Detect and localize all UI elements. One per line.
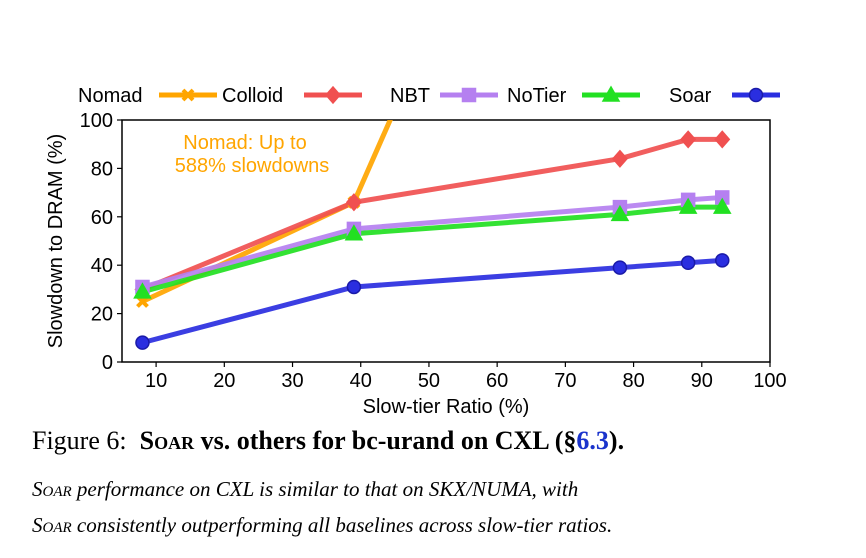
data-point-soar (612, 260, 628, 275)
caption-line3-soar: Soar (32, 513, 72, 537)
x-tick-label: 20 (213, 370, 235, 392)
legend-label-nomad: Nomad (78, 85, 142, 107)
legend-marker-nomad (181, 88, 195, 102)
data-point-notier (712, 197, 732, 214)
x-tick-label: 60 (486, 370, 508, 392)
figure-caption-title: Figure 6: Soar vs. others for bc-urand o… (32, 426, 624, 456)
legend-label-soar: Soar (669, 85, 712, 107)
caption-line2-text: performance on CXL is similar to that on… (71, 477, 579, 501)
y-tick-label: 80 (91, 158, 113, 180)
legend-label-colloid: Colloid (222, 85, 283, 107)
data-point-notier (678, 197, 698, 214)
y-tick-label: 40 (91, 255, 113, 277)
y-axis-label: Slowdown to DRAM (%) (45, 134, 67, 349)
data-point-soar (680, 255, 696, 271)
data-point-notier (610, 204, 630, 222)
axes: 10 20 30 40 50 60 70 80 90 100 0 20 40 60 80 100 (80, 110, 787, 392)
y-tick-label: 100 (80, 110, 113, 132)
x-tick-label: 90 (691, 370, 713, 392)
legend-marker-nomad-stroke (181, 88, 195, 102)
data-point-notier (133, 282, 152, 299)
x-tick-label: 40 (350, 370, 372, 392)
data-point-colloid (680, 130, 697, 149)
data-point-soar (715, 253, 730, 268)
series-line-soar (141, 257, 723, 346)
data-point-soar (135, 335, 150, 350)
legend-marker-nbt (461, 87, 477, 103)
figure-caption-line2: Soar performance on CXL is similar to th… (32, 477, 578, 502)
x-tick-label: 70 (554, 370, 576, 392)
caption-line3-text: consistently outperforming all baselines… (71, 513, 613, 537)
data-point-colloid (345, 193, 362, 212)
legend-marker-notier (601, 85, 621, 102)
y-tick-label: 60 (91, 207, 113, 229)
plot-frame (121, 119, 771, 363)
caption-line2-soar: Soar (32, 477, 72, 501)
data-point-colloid (611, 149, 628, 168)
line-chart: 10 20 30 40 50 60 70 80 90 100 0 20 40 60 80 100 Nomad:… (45, 85, 787, 418)
y-tick-label: 20 (91, 304, 113, 326)
data-point-soar (346, 279, 362, 295)
caption-close: ). (608, 426, 625, 455)
chart-annotation-line2: 588% slowdowns (175, 155, 330, 177)
caption-soar: Soar (139, 426, 195, 455)
legend-marker-soar (748, 87, 764, 103)
data-point-notier (344, 224, 364, 241)
legend-label-nbt: NBT (390, 85, 430, 107)
legend-marker-colloid (325, 85, 341, 105)
figure-label: Figure 6: (32, 426, 127, 455)
legend-label-notier: NoTier (507, 85, 567, 107)
x-axis-label: Slow-tier Ratio (%) (363, 396, 530, 418)
figure-caption-line3: Soar consistently outperforming all base… (32, 513, 612, 538)
marker-layer (133, 130, 732, 350)
x-tick-label: 10 (145, 370, 167, 392)
chart-annotation-line1: Nomad: Up to (183, 132, 306, 154)
x-tick-label: 50 (418, 370, 440, 392)
x-tick-label: 80 (622, 370, 644, 392)
y-tick-label: 0 (102, 352, 113, 374)
x-tick-label: 30 (281, 370, 303, 392)
section-ref-link[interactable]: 6.3 (576, 426, 609, 455)
caption-title-text: vs. others for bc-urand on CXL (§ (200, 426, 577, 455)
data-point-colloid (714, 130, 731, 149)
legend: Nomad Colloid NBT NoTier Soar (78, 85, 780, 107)
x-tick-label: 100 (753, 370, 786, 392)
